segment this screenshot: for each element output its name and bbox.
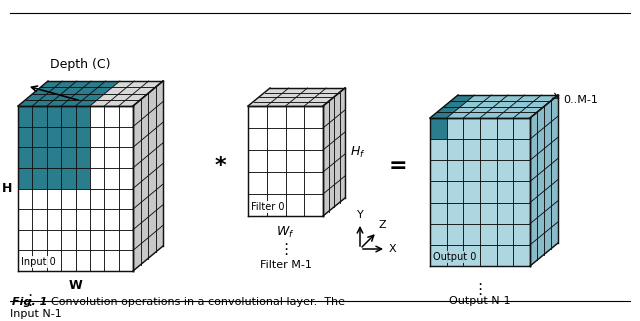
Text: Filter 0: Filter 0 [251,202,285,212]
Text: $H_f$: $H_f$ [350,144,365,160]
Text: Fig. 1: Fig. 1 [12,297,47,307]
Text: Convolution operations in a convolutional layer.  The: Convolution operations in a convolutiona… [44,297,345,307]
Text: Output 0: Output 0 [433,252,476,262]
Text: Y: Y [356,210,364,220]
Polygon shape [530,95,558,266]
Polygon shape [18,81,120,106]
Polygon shape [248,88,345,106]
Text: ⋮: ⋮ [472,282,488,297]
Text: 0..M-1: 0..M-1 [563,95,598,105]
Text: Output N-1: Output N-1 [449,296,511,306]
Polygon shape [430,95,475,118]
Polygon shape [18,81,163,106]
Text: ⋮: ⋮ [278,242,293,257]
Polygon shape [18,106,90,188]
Text: Depth (C): Depth (C) [50,58,110,71]
Polygon shape [430,118,447,139]
Polygon shape [248,106,323,216]
Text: *: * [214,156,226,176]
Polygon shape [323,88,345,216]
Text: $W_f$: $W_f$ [276,225,295,240]
Text: =: = [388,156,407,176]
Text: H: H [2,182,12,195]
Polygon shape [430,95,558,118]
Polygon shape [430,118,530,266]
Polygon shape [18,106,133,271]
Polygon shape [133,81,163,271]
Text: Z: Z [379,220,387,230]
Text: ⋮: ⋮ [22,293,38,308]
Text: X: X [389,244,397,254]
Text: Input 0: Input 0 [21,257,56,267]
Text: Input N-1: Input N-1 [10,309,62,319]
Text: W: W [68,279,83,292]
Text: Filter M-1: Filter M-1 [260,260,312,270]
